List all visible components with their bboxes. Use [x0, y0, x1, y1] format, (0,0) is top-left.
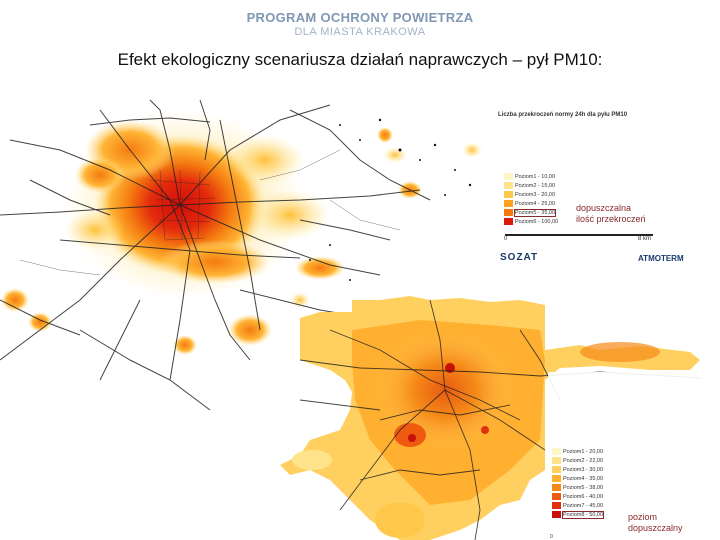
- bottom-map: [280, 296, 701, 540]
- legend-class: Poziom5 - 35,00: [504, 208, 708, 218]
- legend-swatch: [552, 502, 561, 510]
- bottom-annotation: poziom dopuszczalny: [628, 512, 683, 534]
- legend-class-label: Poziom5 - 35,00: [513, 208, 557, 217]
- bottom-annotation-line2: dopuszczalny: [628, 523, 683, 533]
- legend-class: Poziom2 - 22,00: [552, 457, 718, 466]
- top-annotation: dopuszczalna ilość przekroczeń: [576, 203, 646, 225]
- legend-class: Poziom5 - 38,00: [552, 484, 718, 493]
- legend-class-label: Poziom8 - 50,00: [561, 511, 605, 519]
- top-legend-classes: Poziom1 - 10,00 Poziom2 - 15,00 Poziom3 - …: [504, 172, 708, 227]
- legend-class: Poziom2 - 15,00: [504, 181, 708, 191]
- legend-swatch: [504, 217, 513, 225]
- legend-swatch: [552, 448, 561, 456]
- legend-swatch: [504, 181, 513, 189]
- top-annotation-line2: ilość przekroczeń: [576, 214, 646, 224]
- legend-swatch: [552, 466, 561, 474]
- top-scale-start: 0: [504, 236, 508, 242]
- legend-class: Poziom6 - 40,00: [552, 493, 718, 502]
- legend-class-label: Poziom6 - 100,00: [515, 218, 559, 225]
- legend-swatch: [504, 199, 513, 207]
- program-header: PROGRAM OCHRONY POWIETRZA DLA MIASTA KRA…: [0, 10, 720, 38]
- legend-class: Poziom8 - 50,00: [552, 511, 718, 520]
- legend-class: Poziom4 - 25,00: [504, 199, 708, 209]
- legend-class: Poziom3 - 30,00: [552, 466, 718, 475]
- legend-class-label: Poziom4 - 25,00: [515, 200, 556, 207]
- legend-swatch: [504, 208, 513, 216]
- top-legend-title: Liczba przekroczeń normy 24h dla pyłu PM…: [498, 112, 628, 118]
- legend-class-label: Poziom6 - 40,00: [563, 494, 604, 500]
- top-map: [0, 99, 482, 411]
- top-scale-bar: [505, 234, 653, 236]
- top-scale-end: 8 km: [638, 236, 652, 242]
- legend-swatch: [504, 190, 513, 198]
- legend-class: Poziom1 - 20,00: [552, 448, 718, 457]
- legend-class: Poziom4 - 35,00: [552, 475, 718, 484]
- slide-title: Efekt ekologiczny scenariusza działań na…: [117, 50, 603, 69]
- top-legend: Liczba przekroczeń normy 24h dla pyłu PM…: [498, 112, 708, 270]
- bottom-legend: Poziom1 - 20,00 Poziom2 - 22,00 Poziom3 - …: [548, 372, 718, 540]
- legend-swatch: [504, 172, 513, 180]
- legend-class: Poziom1 - 10,00: [504, 172, 708, 182]
- program-title: PROGRAM OCHRONY POWIETRZA: [246, 10, 474, 25]
- atmoterm-logo: ATMOTERM: [638, 254, 684, 263]
- legend-class: Poziom6 - 100,00: [504, 217, 708, 227]
- bottom-annotation-line1: poziom: [628, 512, 658, 522]
- legend-swatch: [552, 511, 561, 519]
- legend-class-label: Poziom5 - 38,00: [563, 485, 604, 491]
- bottom-scale-start: 0: [550, 534, 553, 540]
- sozat-logo: SOZAT: [500, 252, 539, 263]
- bottom-legend-classes: Poziom1 - 20,00 Poziom2 - 22,00 Poziom3 - …: [552, 448, 718, 520]
- legend-class-label: Poziom1 - 10,00: [515, 173, 556, 180]
- legend-class-label: Poziom7 - 45,00: [563, 503, 604, 509]
- legend-class-label: Poziom3 - 20,00: [515, 191, 556, 198]
- program-subtitle: DLA MIASTA KRAKOWA: [294, 26, 426, 38]
- legend-class-label: Poziom2 - 15,00: [515, 182, 556, 189]
- legend-class: Poziom3 - 20,00: [504, 190, 708, 200]
- legend-swatch: [552, 484, 561, 492]
- legend-class-label: Poziom4 - 35,00: [563, 476, 604, 482]
- legend-swatch: [552, 475, 561, 483]
- legend-swatch: [552, 457, 561, 465]
- legend-class-label: Poziom3 - 30,00: [563, 467, 604, 473]
- top-annotation-line1: dopuszczalna: [576, 203, 632, 213]
- legend-class-label: Poziom2 - 22,00: [563, 458, 604, 464]
- legend-class-label: Poziom1 - 20,00: [563, 449, 604, 455]
- legend-swatch: [552, 493, 561, 501]
- legend-class: Poziom7 - 45,00: [552, 502, 718, 511]
